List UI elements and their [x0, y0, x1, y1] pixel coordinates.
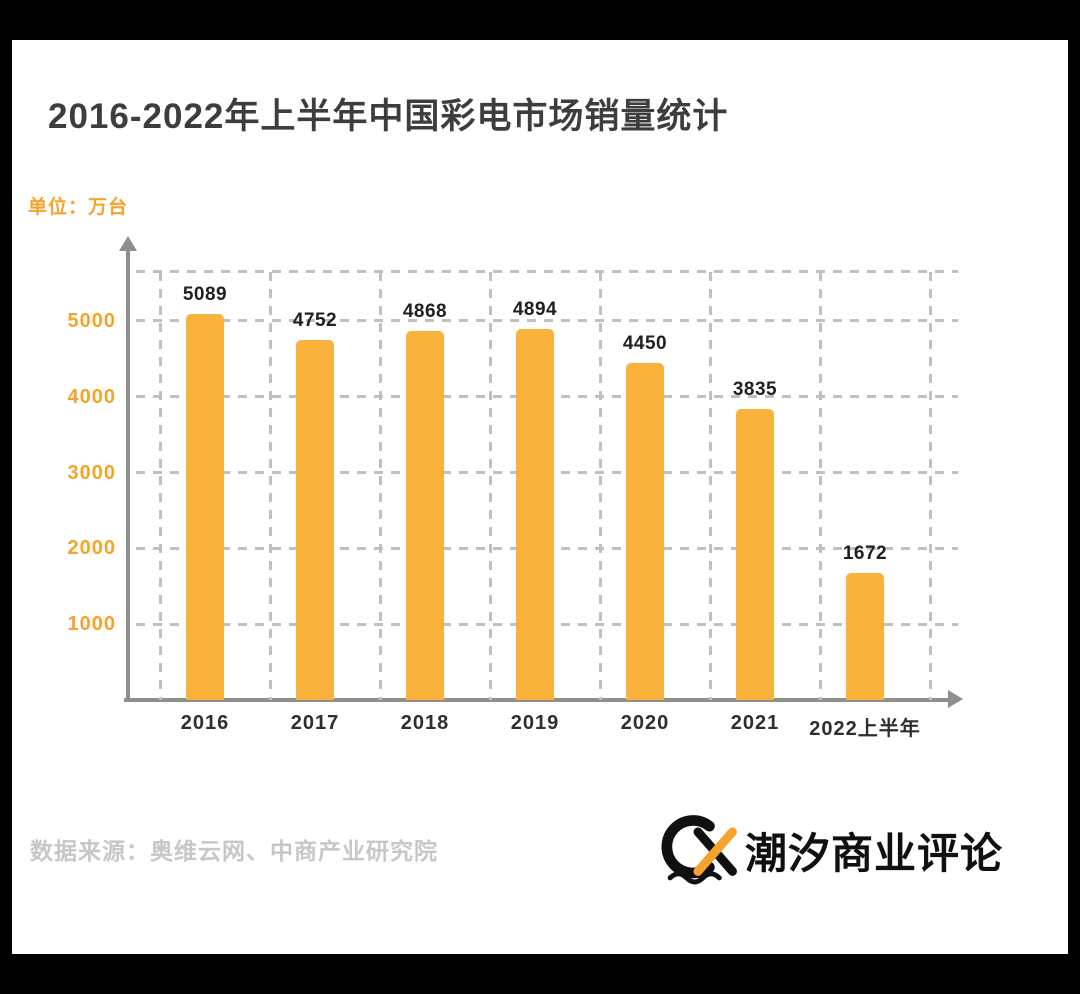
bar-2021	[736, 409, 774, 700]
gridline-h-5000	[136, 319, 958, 323]
y-axis-arrow-icon	[119, 236, 137, 251]
x-axis-arrow-icon	[948, 690, 963, 708]
brand-name: 潮汐商业评论	[745, 829, 1004, 877]
chart-card: 2016-2022年上半年中国彩电市场销量统计 单位：万台 1000 2000 30…	[12, 40, 1068, 954]
plot-area: 5089 4752 4868 4894 4450 3835 1672	[128, 245, 958, 700]
bar-2017	[296, 339, 334, 700]
gridline-v-2	[378, 272, 382, 700]
gridline-v-3	[488, 272, 492, 700]
gridline-v-5	[708, 272, 712, 700]
bar-2016	[186, 314, 224, 700]
y-tick-label-4000: 4000	[67, 385, 116, 408]
unit-label: 单位：万台	[28, 197, 129, 218]
bar-value-2019: 4894	[512, 298, 558, 320]
x-tick-label-2020: 2020	[620, 712, 670, 734]
y-axis-line	[126, 250, 130, 702]
bar-value-2016: 5089	[182, 284, 228, 306]
x-axis-line	[124, 698, 952, 702]
bar-value-2021: 3835	[732, 379, 778, 401]
x-tick-label-2022上半年: 2022上半年	[809, 718, 921, 740]
bar-value-2020: 4450	[622, 332, 668, 354]
bar-2018	[406, 330, 444, 700]
bar-value-2022上半年: 1672	[842, 543, 888, 565]
brand-logo-icon	[661, 815, 737, 885]
bar-2019	[516, 328, 554, 700]
x-tick-label-2019: 2019	[510, 712, 560, 734]
gridline-v-1	[268, 272, 272, 700]
y-tick-label-5000: 5000	[67, 309, 116, 332]
gridline-v-7	[928, 272, 932, 700]
gridline-v-0	[158, 272, 162, 700]
chart-title: 2016-2022年上半年中国彩电市场销量统计	[48, 97, 729, 136]
gridline-h-top	[136, 270, 958, 273]
y-tick-label-1000: 1000	[67, 613, 116, 636]
x-axis-labels: 2016 2017 2018 2019 2020 2021 2022上半年	[128, 712, 958, 746]
gridline-v-6	[818, 272, 822, 700]
gridline-v-4	[598, 272, 602, 700]
y-tick-label-2000: 2000	[67, 537, 116, 560]
y-tick-label-3000: 3000	[67, 461, 116, 484]
brand-logo: 潮汐商业评论	[657, 806, 1003, 894]
bar-value-2018: 4868	[402, 300, 448, 322]
bar-2022上半年	[846, 573, 884, 700]
data-source: 数据来源：奥维云网、中商产业研究院	[30, 838, 438, 864]
x-tick-label-2018: 2018	[400, 712, 450, 734]
bar-value-2017: 4752	[292, 309, 338, 331]
x-tick-label-2016: 2016	[180, 712, 230, 734]
x-tick-label-2021: 2021	[730, 712, 780, 734]
bar-2020	[626, 362, 664, 700]
bar-chart: 1000 2000 3000 4000 5000 5089 4752 4868 4894 445…	[12, 40, 1068, 954]
x-tick-label-2017: 2017	[290, 712, 340, 734]
